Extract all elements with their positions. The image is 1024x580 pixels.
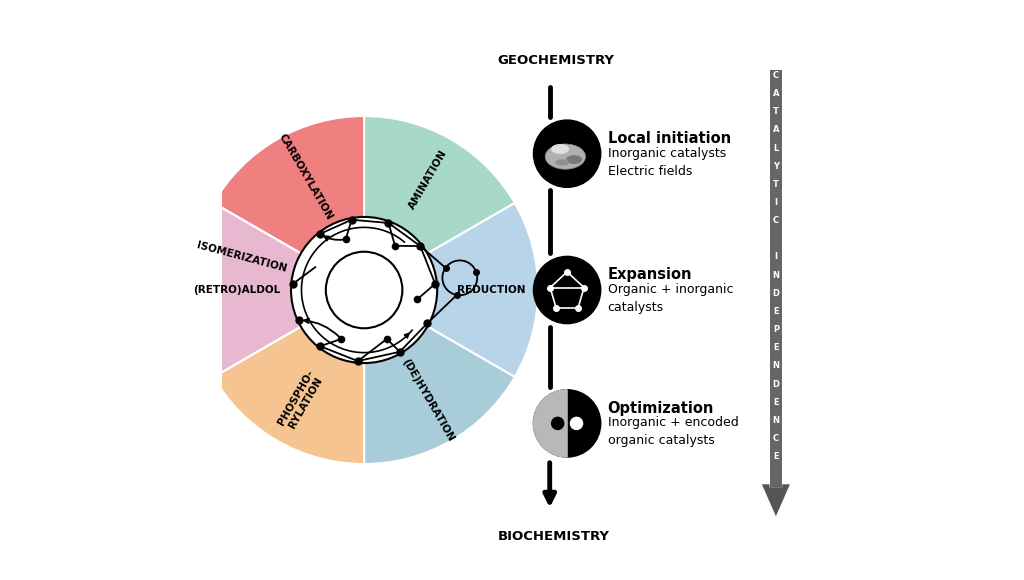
Text: L: L: [773, 143, 778, 153]
Wedge shape: [213, 290, 365, 464]
Text: A: A: [773, 125, 779, 135]
Text: A: A: [773, 89, 779, 98]
Wedge shape: [365, 116, 515, 290]
Text: D: D: [772, 289, 779, 298]
Text: Expansion: Expansion: [607, 267, 692, 282]
Circle shape: [552, 418, 564, 429]
Text: N: N: [772, 271, 779, 280]
Bar: [769, 70, 782, 487]
Text: E: E: [773, 343, 778, 352]
Text: T: T: [773, 180, 779, 189]
Circle shape: [534, 120, 601, 187]
Circle shape: [570, 418, 583, 429]
Polygon shape: [534, 390, 567, 457]
Text: I: I: [774, 198, 777, 207]
Text: C: C: [773, 434, 779, 443]
Circle shape: [534, 256, 601, 324]
Text: Inorganic catalysts
Electric fields: Inorganic catalysts Electric fields: [607, 147, 726, 177]
Wedge shape: [365, 290, 515, 464]
Text: P: P: [773, 325, 779, 334]
Text: D: D: [772, 379, 779, 389]
Text: Local initiation: Local initiation: [607, 131, 731, 146]
Text: PHOSPHO-
RYLATION: PHOSPHO- RYLATION: [275, 368, 326, 432]
Text: CARBOXYLATION: CARBOXYLATION: [267, 132, 335, 228]
Circle shape: [326, 252, 402, 328]
Wedge shape: [190, 203, 365, 377]
Text: E: E: [773, 398, 778, 407]
Text: Y: Y: [773, 162, 779, 171]
Circle shape: [534, 390, 601, 457]
Text: C: C: [773, 216, 779, 225]
Wedge shape: [365, 203, 538, 377]
FancyArrow shape: [762, 484, 790, 516]
Text: GEOCHEMISTRY: GEOCHEMISTRY: [498, 55, 614, 67]
Text: T: T: [773, 107, 779, 116]
Text: C: C: [773, 71, 779, 80]
Ellipse shape: [555, 160, 569, 165]
Text: E: E: [773, 452, 778, 461]
Text: Organic + inorganic
catalysts: Organic + inorganic catalysts: [607, 283, 733, 314]
Circle shape: [291, 217, 437, 363]
Wedge shape: [190, 203, 365, 377]
Text: BIOCHEMISTRY: BIOCHEMISTRY: [498, 530, 609, 543]
Ellipse shape: [551, 144, 569, 154]
Text: (DE)HYDRATION: (DE)HYDRATION: [399, 357, 456, 443]
Text: I: I: [774, 252, 777, 262]
Text: (RETRO)ALDOL: (RETRO)ALDOL: [194, 285, 281, 295]
Text: E: E: [773, 307, 778, 316]
Ellipse shape: [545, 144, 586, 169]
Text: Inorganic + encoded
organic catalysts: Inorganic + encoded organic catalysts: [607, 416, 738, 447]
Wedge shape: [213, 116, 365, 290]
Text: N: N: [772, 416, 779, 425]
Text: REDUCTION: REDUCTION: [457, 285, 525, 295]
Text: N: N: [772, 361, 779, 371]
Text: ISOMERIZATION: ISOMERIZATION: [196, 240, 288, 274]
Text: AMINATION: AMINATION: [407, 148, 449, 212]
Ellipse shape: [566, 155, 582, 164]
Text: Optimization: Optimization: [607, 401, 714, 416]
